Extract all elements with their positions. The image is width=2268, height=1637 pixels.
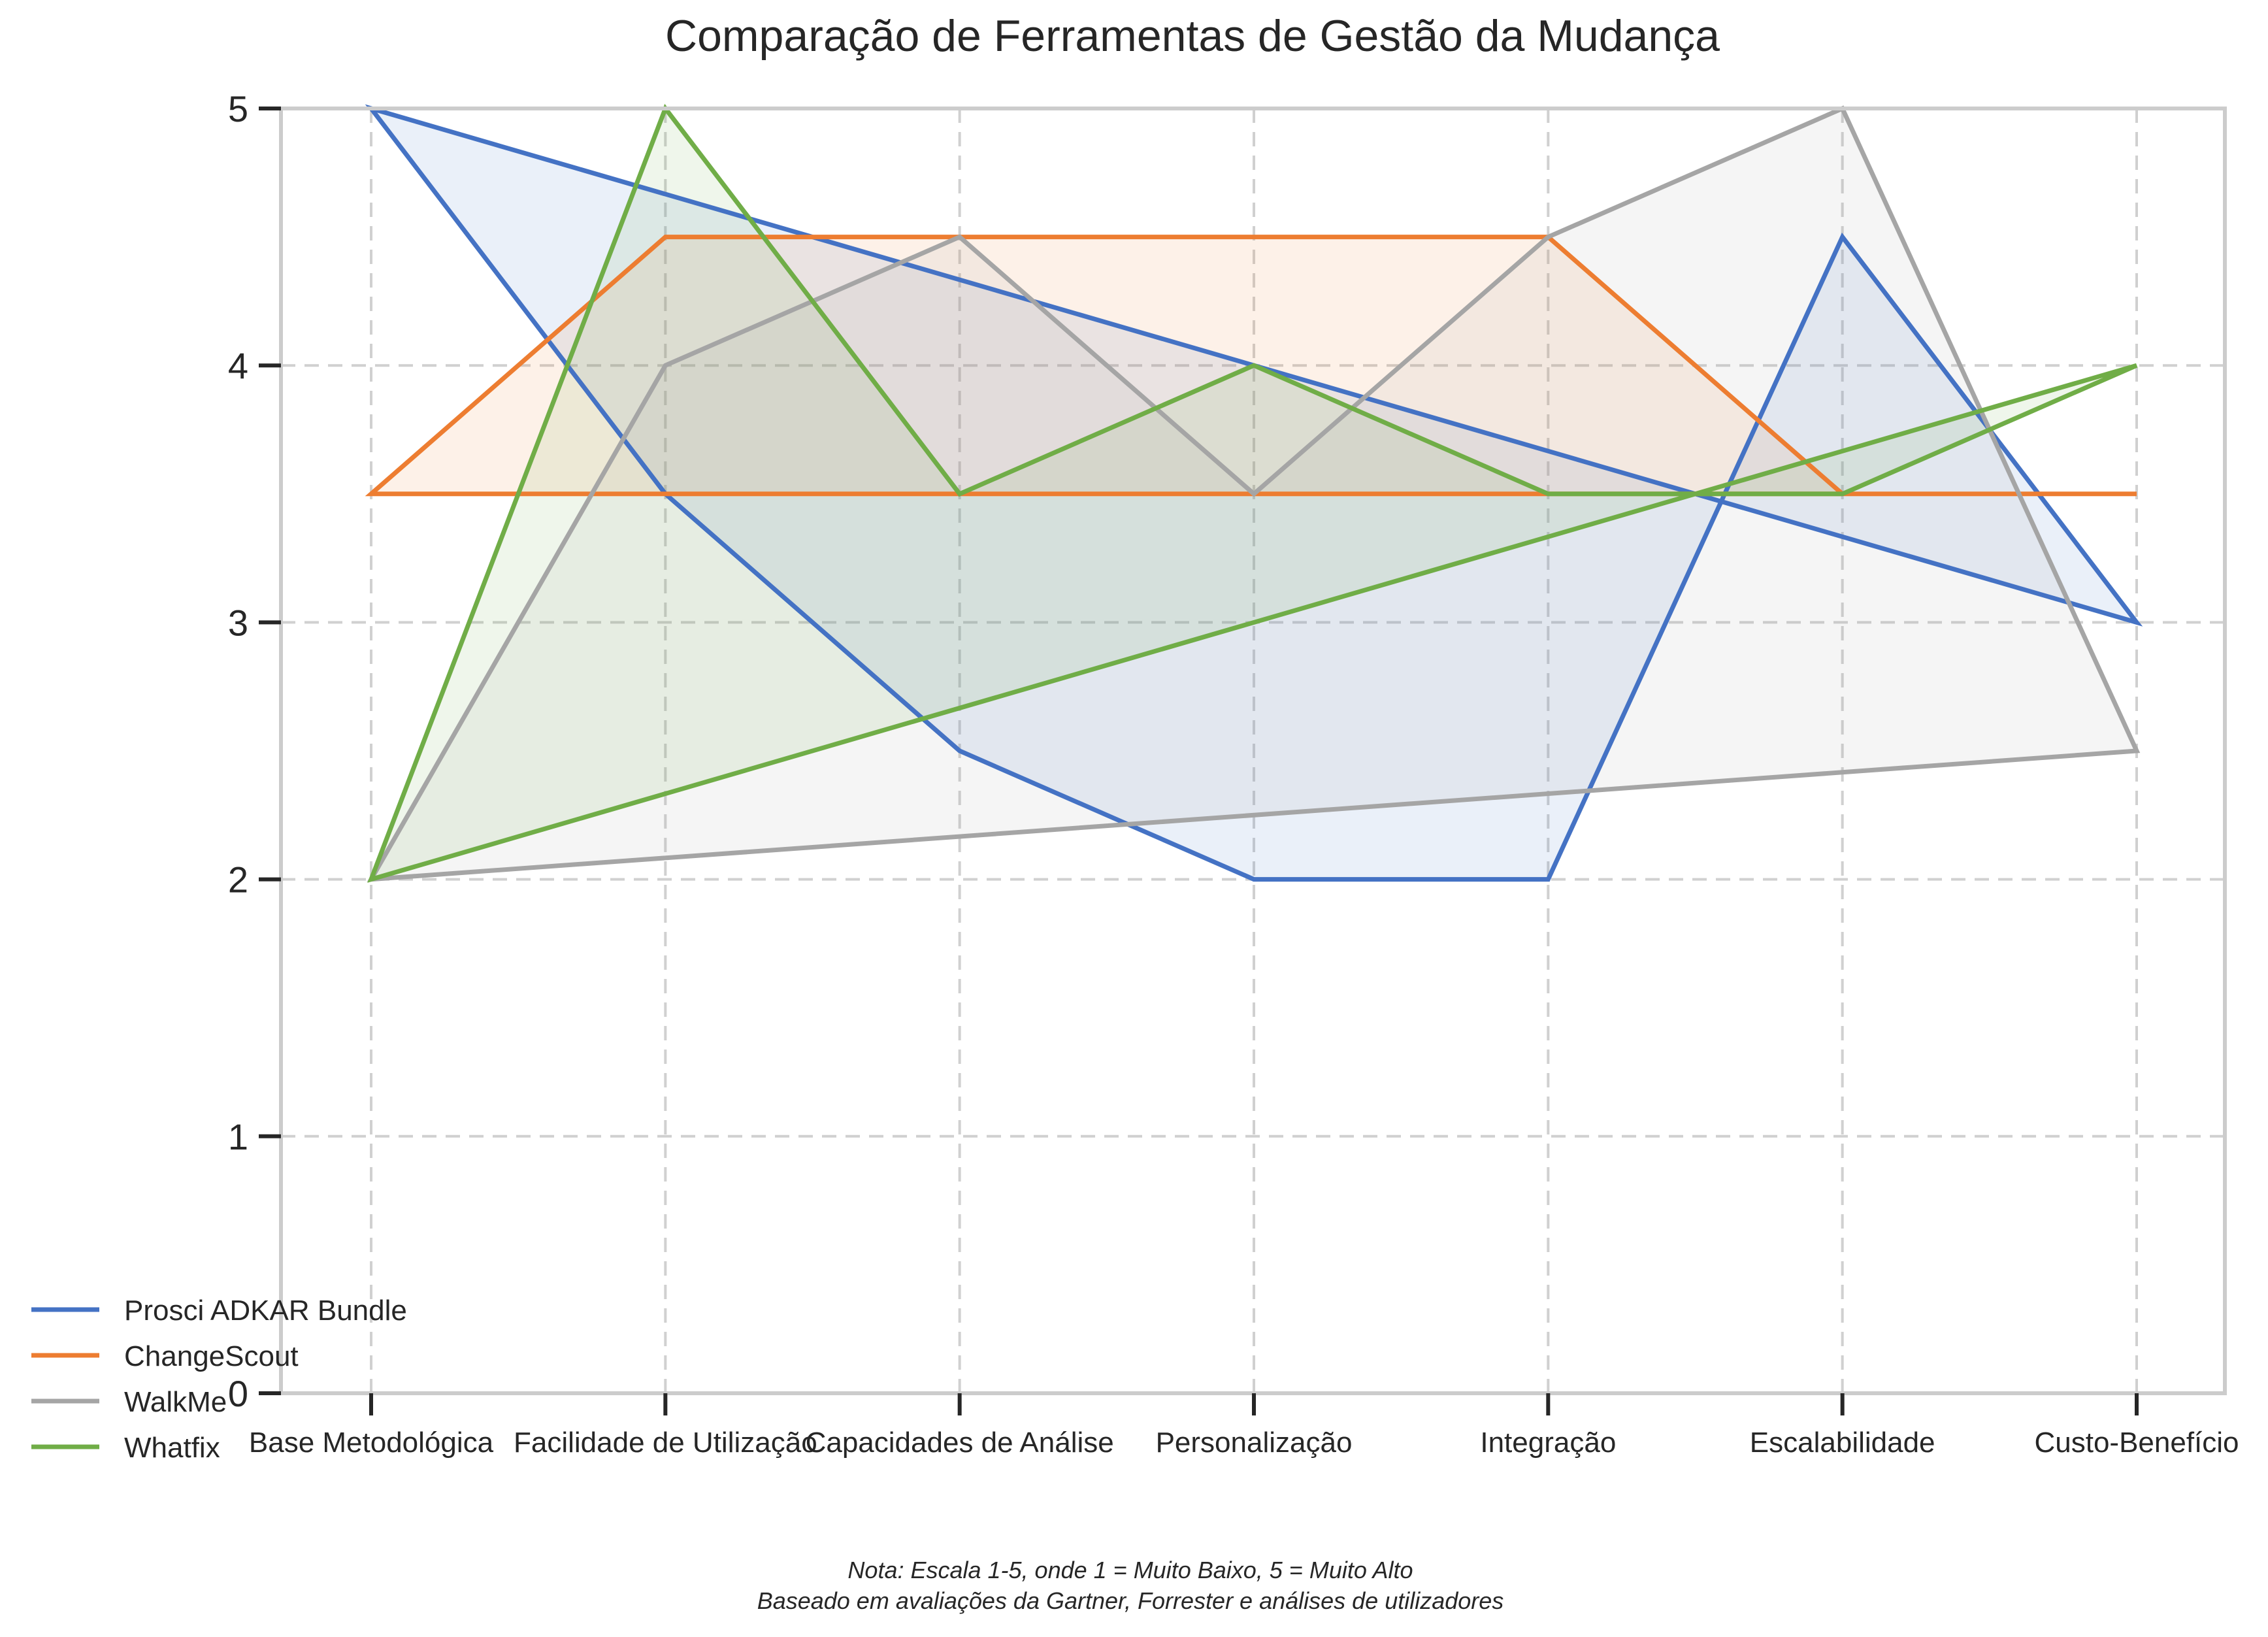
legend-label: Prosci ADKAR Bundle <box>124 1295 407 1327</box>
y-tick-label: 0 <box>228 1373 248 1414</box>
series-line-2 <box>367 105 2141 882</box>
legend-label: ChangeScout <box>124 1340 299 1372</box>
legend-item[interactable]: Whatfix <box>31 1432 220 1464</box>
series-line-1 <box>365 235 2137 497</box>
y-tick-label: 1 <box>228 1116 248 1157</box>
chart-title: Comparação de Ferramentas de Gestão da M… <box>665 11 1720 61</box>
x-tick-label: Custo-Benefício <box>2034 1427 2239 1459</box>
note-line-1: Nota: Escala 1-5, onde 1 = Muito Baixo, … <box>847 1557 1413 1583</box>
axes: 0 1 2 3 4 5 Base Metodológica Facilidade de Uti… <box>228 88 2239 1459</box>
legend-label: WalkMe <box>124 1386 227 1418</box>
series-line-0 <box>365 104 2143 882</box>
y-tick-label: 4 <box>228 345 248 386</box>
x-tick-label: Personalização <box>1156 1427 1353 1459</box>
legend[interactable]: Prosci ADKAR Bundle ChangeScout WalkMe What… <box>31 1295 407 1464</box>
y-tick-label: 3 <box>228 602 248 643</box>
x-tick-label: Escalabilidade <box>1750 1427 1935 1459</box>
legend-item[interactable]: ChangeScout <box>31 1340 299 1372</box>
y-tick-label: 5 <box>228 88 248 129</box>
x-tick-label: Base Metodológica <box>249 1427 494 1459</box>
note-line-2: Baseado em avaliações da Gartner, Forres… <box>757 1587 1504 1614</box>
series-lines <box>365 103 2143 883</box>
legend-label: Whatfix <box>124 1432 220 1464</box>
series-line-3 <box>367 103 2138 883</box>
y-tick-label: 2 <box>228 859 248 901</box>
x-tick-label: Facilidade de Utilização <box>514 1427 817 1459</box>
legend-item[interactable]: WalkMe <box>31 1386 227 1418</box>
x-tick-label: Integração <box>1480 1427 1616 1459</box>
legend-item[interactable]: Prosci ADKAR Bundle <box>31 1295 407 1327</box>
x-tick-label: Capacidades de Análise <box>806 1427 1114 1459</box>
